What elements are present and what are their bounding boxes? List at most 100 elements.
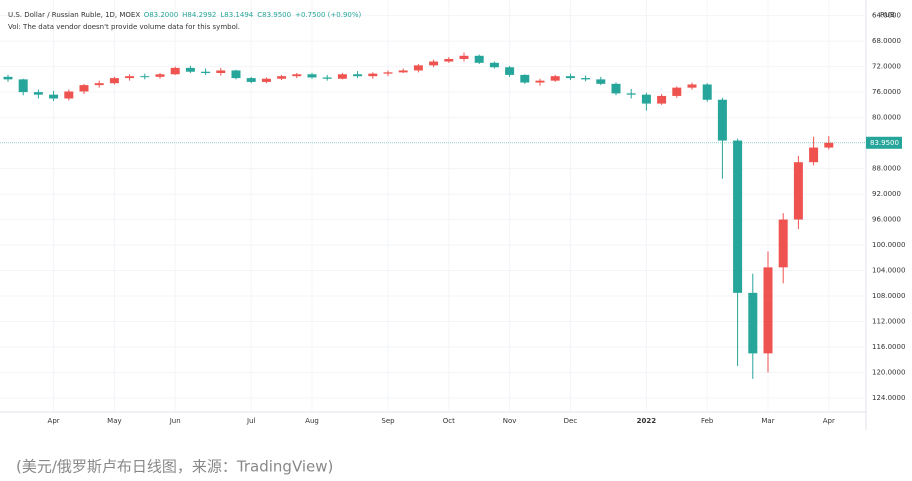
candle-body [672,87,682,96]
x-tick-label: Sep [381,417,395,425]
candle [429,59,439,68]
candle-body [550,76,560,81]
y-tick-label: 116.0000 [872,343,905,351]
candle-body [155,74,165,77]
candle-body [763,267,773,354]
candle-body [824,142,834,148]
candle-body [3,76,13,80]
candle-body [201,71,211,73]
candle-body [261,78,271,82]
candle [596,76,606,86]
candle [368,72,378,79]
y-tick-label: 112.0000 [872,318,905,326]
last-price-label: 83.9500 [870,139,899,147]
x-tick-label: Mar [761,417,774,425]
candle [337,72,347,80]
candle [657,94,667,105]
candle [231,69,241,80]
candle [763,251,773,373]
candle [155,72,165,79]
candle [140,73,150,80]
candle-body [626,93,636,95]
ohlc-value: +0.7500 (+0.90%) [295,11,361,19]
candle-body [277,76,287,79]
candle [717,97,727,179]
x-tick-label: May [107,417,121,425]
y-tick-label: 104.0000 [872,267,905,275]
candle [626,88,636,99]
candle-body [246,78,256,82]
candle [185,65,195,73]
candle [687,82,697,90]
candle [125,74,135,81]
candle-body [64,91,74,99]
candle [79,83,89,95]
candle [18,78,28,96]
y-tick-label: 120.0000 [872,368,905,376]
candle-body [307,74,317,78]
y-tick-label: 124.0000 [872,394,905,402]
y-tick-label: 72.0000 [872,63,901,71]
candle [489,61,499,69]
candle [383,70,393,77]
candle [733,138,743,367]
ohlc-value: L83.1494 [220,11,253,19]
candle-body [109,78,119,84]
candle [307,72,317,79]
candle-body [535,80,545,83]
candle-body [581,78,591,80]
x-tick-label: Apr [823,417,835,425]
y-tick-label: 68.0000 [872,37,901,45]
candle [261,77,271,84]
candle [444,57,454,63]
candle-body [337,74,347,79]
candle-body [687,84,697,88]
x-tick-label: Jul [246,417,256,425]
candle-body [33,92,43,95]
candle [170,66,180,75]
candle-body [413,65,423,71]
candle-body [140,76,150,78]
x-tick-label: Oct [443,417,455,425]
ohlc-value: H84.2992 [182,11,216,19]
candle [398,68,408,73]
caption: (美元/俄罗斯卢布日线图，来源：TradingView) [16,458,333,476]
x-tick-label: Feb [701,417,714,425]
candle-body [748,292,758,354]
candle-body [216,70,226,73]
symbol: U.S. Dollar / Russian Ruble, 1D, MOEX [8,11,140,19]
candle [565,73,575,81]
x-tick-label: Nov [503,417,517,425]
candle [474,54,484,65]
candle [322,74,332,81]
candle-body [459,55,469,59]
candle [216,67,226,76]
ohlc-value: O83.2000 [144,11,178,19]
candle-body [793,162,803,220]
candle [809,136,819,166]
candle-body [565,76,575,79]
y-tick-label: 108.0000 [872,292,905,300]
candle [292,72,302,79]
candle-body [170,67,180,75]
candle [641,92,651,111]
candle [793,155,803,230]
candle-body [429,61,439,66]
candle-body [18,79,28,93]
candle-body [657,95,667,104]
candle-body [353,74,363,77]
subtitle: Vol: The data vendor doesn't provide vol… [8,23,240,31]
candle [49,90,59,102]
x-tick-label: 2022 [637,417,657,425]
candle-body [292,74,302,77]
currency: RUB [880,11,895,19]
candle [550,74,560,82]
candle-body [702,84,712,100]
candle-body [474,55,484,63]
candle [413,64,423,73]
candle-body [717,99,727,141]
candle [581,75,591,82]
candle [3,74,13,82]
y-tick-label: 96.0000 [872,216,901,224]
